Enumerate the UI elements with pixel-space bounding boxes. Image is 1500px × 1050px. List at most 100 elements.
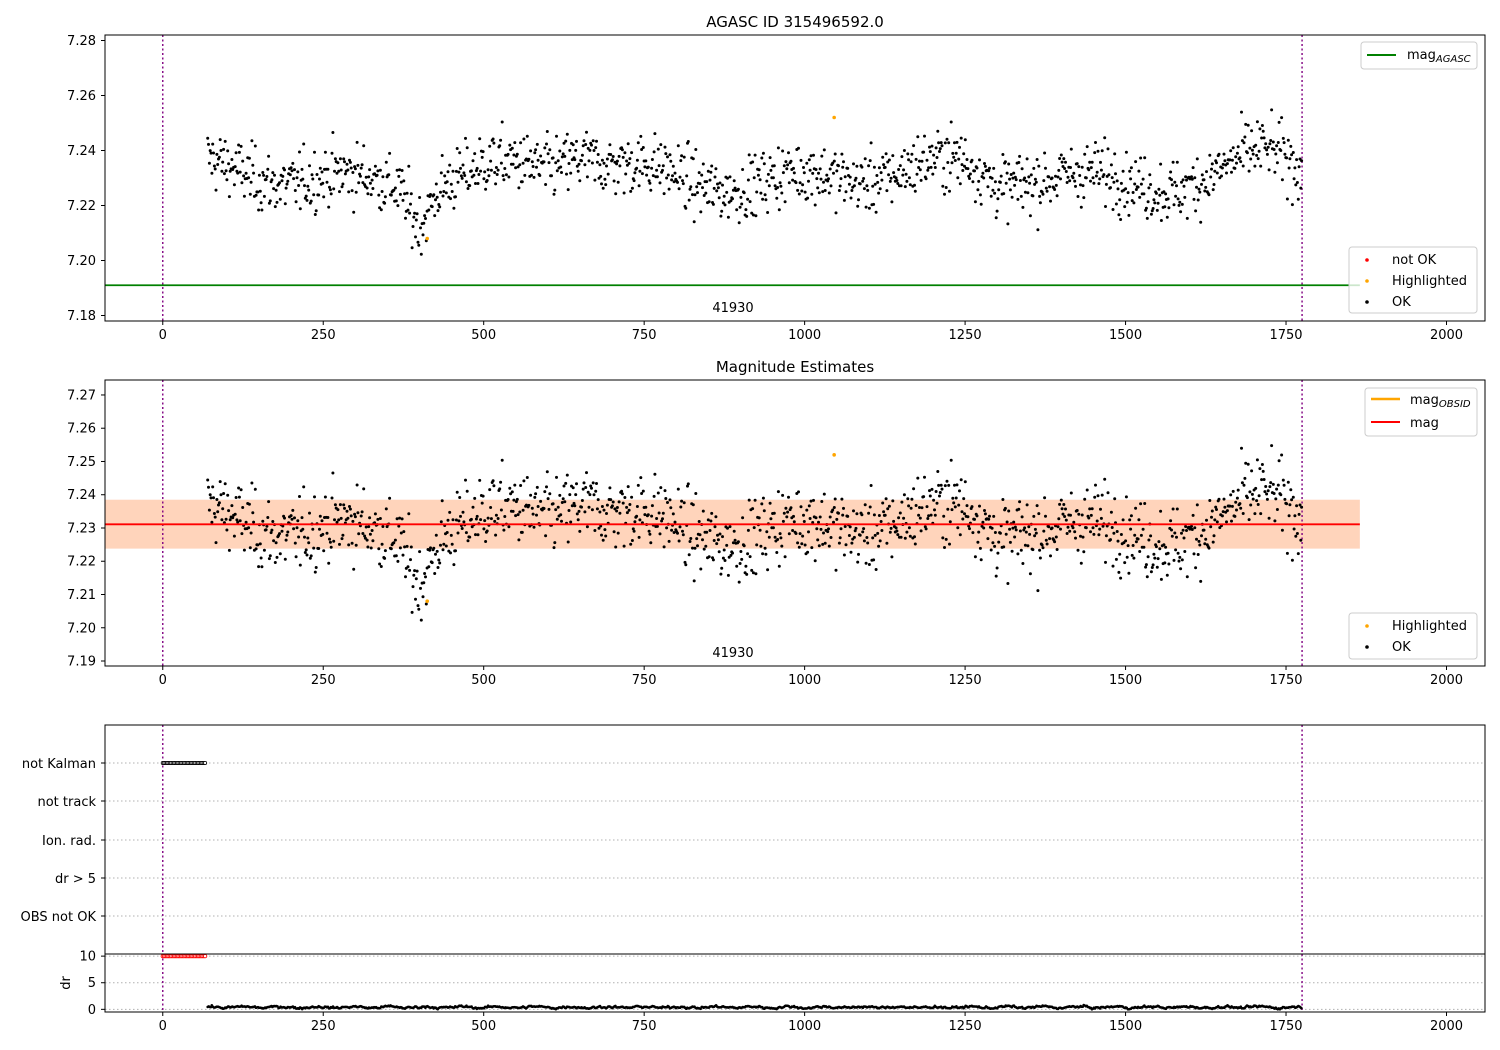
ok-point	[1008, 177, 1012, 181]
ok-point	[1049, 554, 1052, 558]
ok-point	[909, 160, 913, 164]
ok-point	[474, 533, 477, 537]
ok-point	[301, 527, 305, 531]
ok-point	[794, 181, 798, 185]
ok-point	[977, 179, 981, 183]
ok-point	[271, 171, 275, 175]
ok-point	[1269, 139, 1273, 142]
ok-point	[340, 185, 344, 189]
ok-point	[437, 203, 441, 206]
ok-point	[797, 490, 800, 494]
ok-point	[493, 519, 497, 523]
ok-point	[220, 518, 224, 522]
ok-point	[410, 610, 414, 614]
ok-point	[817, 544, 821, 548]
ok-point	[1003, 506, 1007, 510]
ok-point	[1069, 147, 1073, 151]
ok-point	[214, 541, 218, 545]
ok-point	[933, 513, 937, 517]
ok-point	[1285, 502, 1289, 506]
estimates-panel: Magnitude Estimates 0 250 500 750 1000 1250 15…	[67, 358, 1486, 688]
ok-point	[576, 518, 580, 522]
legend-ok-marker-2	[1365, 645, 1369, 649]
ok-point	[1246, 462, 1250, 466]
ok-point	[478, 478, 482, 482]
ok-point	[1048, 537, 1052, 541]
ok-point	[637, 184, 641, 188]
ok-point	[841, 165, 845, 169]
ok-point	[834, 568, 838, 572]
ok-point	[1181, 528, 1185, 532]
ok-point	[934, 146, 938, 150]
ok-point	[552, 546, 556, 550]
ok-point	[449, 182, 453, 186]
ok-point	[860, 165, 864, 169]
ok-point	[602, 161, 606, 165]
ok-point	[620, 489, 624, 493]
ok-point	[907, 526, 911, 530]
ok-point	[833, 497, 837, 501]
ok-point	[722, 548, 726, 552]
ok-point	[209, 151, 213, 155]
ok-point	[322, 549, 326, 553]
ok-point	[856, 204, 860, 208]
ok-point	[536, 505, 540, 508]
ok-point	[641, 146, 645, 149]
ok-point	[1244, 122, 1248, 126]
ok-point	[222, 521, 226, 525]
ok-point	[300, 167, 304, 171]
ok-point	[621, 501, 625, 505]
ok-point	[791, 178, 795, 182]
ok-point	[792, 166, 795, 170]
ok-point	[295, 176, 299, 180]
ok-point	[924, 527, 928, 531]
ok-point	[304, 194, 308, 198]
ok-point	[1200, 173, 1204, 177]
ok-point	[498, 144, 502, 148]
ok-point	[1020, 515, 1024, 519]
x-tick-label: 250	[311, 673, 336, 688]
ok-point	[1155, 565, 1159, 569]
ok-point	[215, 498, 219, 501]
ok-point	[586, 146, 590, 150]
ok-point	[883, 513, 887, 517]
x-tick-label: 1750	[1269, 1019, 1302, 1034]
ok-point	[530, 173, 533, 177]
ok-point	[716, 186, 720, 190]
ok-point	[411, 585, 415, 589]
ok-point	[816, 538, 820, 542]
ok-point	[661, 517, 664, 521]
ok-point	[828, 167, 832, 171]
ok-point	[308, 511, 311, 515]
ok-point	[1254, 143, 1258, 147]
ok-point	[259, 556, 263, 560]
ok-point	[261, 171, 265, 174]
ok-point	[1215, 508, 1218, 511]
ok-point	[527, 503, 531, 507]
ok-point	[412, 215, 416, 219]
ok-point	[626, 142, 630, 146]
ok-point	[238, 170, 242, 174]
flag-label: Ion. rad.	[42, 834, 96, 849]
ok-point	[328, 185, 331, 189]
ok-point	[333, 169, 336, 173]
ok-point	[1057, 517, 1061, 521]
ok-point	[247, 156, 251, 160]
ok-point	[575, 164, 579, 168]
ok-point	[693, 546, 697, 550]
y-tick-label: 7.19	[67, 655, 96, 670]
ok-point	[963, 512, 966, 516]
ok-point	[1300, 159, 1304, 163]
ok-point	[1291, 151, 1295, 154]
estimates-legend-lower: Highlighted OK	[1348, 612, 1478, 660]
ok-point	[408, 211, 412, 215]
ok-point	[712, 539, 716, 542]
ok-point	[1019, 194, 1023, 198]
ok-point	[918, 168, 922, 172]
ok-point	[887, 158, 891, 162]
ok-point	[216, 510, 220, 514]
ok-point	[530, 506, 534, 510]
ok-point	[708, 529, 712, 532]
ok-point	[261, 519, 265, 523]
ok-point	[573, 504, 577, 508]
